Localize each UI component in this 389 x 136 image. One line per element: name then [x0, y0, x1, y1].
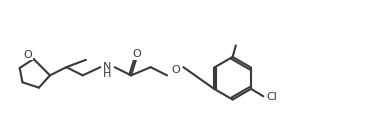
Text: H: H [103, 69, 112, 79]
Text: N: N [103, 62, 112, 72]
Text: O: O [132, 50, 141, 59]
Text: Cl: Cl [266, 92, 277, 102]
Text: O: O [171, 65, 180, 75]
Text: O: O [23, 50, 32, 60]
